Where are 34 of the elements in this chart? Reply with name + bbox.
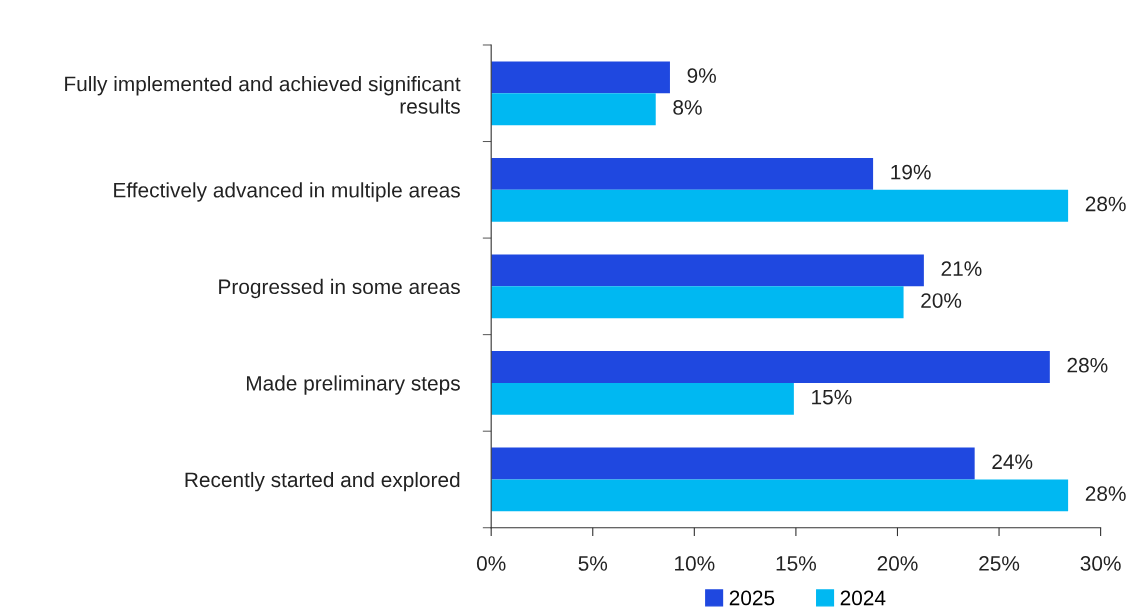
y-tick-label: Progressed in some areas bbox=[219, 278, 460, 299]
bar bbox=[491, 189, 1069, 222]
data-label: 20% bbox=[921, 293, 962, 308]
y-tick-label: Made preliminary steps bbox=[246, 375, 460, 395]
x-tick-label: 25% bbox=[979, 556, 1020, 571]
data-label: 19% bbox=[891, 164, 931, 180]
x-tick-label: 0% bbox=[476, 556, 506, 571]
data-label: 21% bbox=[941, 261, 982, 276]
x-tick-label: 30% bbox=[1080, 556, 1121, 571]
bar bbox=[491, 254, 924, 287]
bar bbox=[491, 351, 1050, 383]
data-label: 9% bbox=[687, 68, 716, 83]
bar bbox=[491, 93, 656, 126]
x-tick-label: 15% bbox=[776, 556, 817, 571]
y-tick-label: Recently started and explored bbox=[185, 471, 460, 492]
data-label: 15% bbox=[812, 389, 852, 405]
legend-label: 2024 bbox=[840, 590, 886, 606]
x-tick-label: 5% bbox=[578, 556, 608, 571]
x-tick-label: 10% bbox=[675, 556, 715, 571]
data-label: 24% bbox=[992, 454, 1033, 470]
y-tick-label: Fully implemented and achieved significant results bbox=[65, 76, 461, 114]
y-tick-label: Effectively advanced in multiple areas bbox=[114, 182, 460, 202]
data-label: 28% bbox=[1067, 357, 1108, 373]
bar bbox=[491, 479, 1069, 512]
bar bbox=[491, 157, 874, 190]
bar bbox=[491, 447, 975, 480]
data-label: 28% bbox=[1085, 196, 1126, 212]
data-label: 28% bbox=[1085, 486, 1126, 501]
legend-label: 2025 bbox=[729, 590, 775, 606]
bar bbox=[491, 286, 904, 319]
data-label: 8% bbox=[673, 100, 702, 115]
x-tick-label: 20% bbox=[877, 556, 918, 571]
bar bbox=[491, 382, 794, 415]
bar bbox=[491, 61, 670, 94]
